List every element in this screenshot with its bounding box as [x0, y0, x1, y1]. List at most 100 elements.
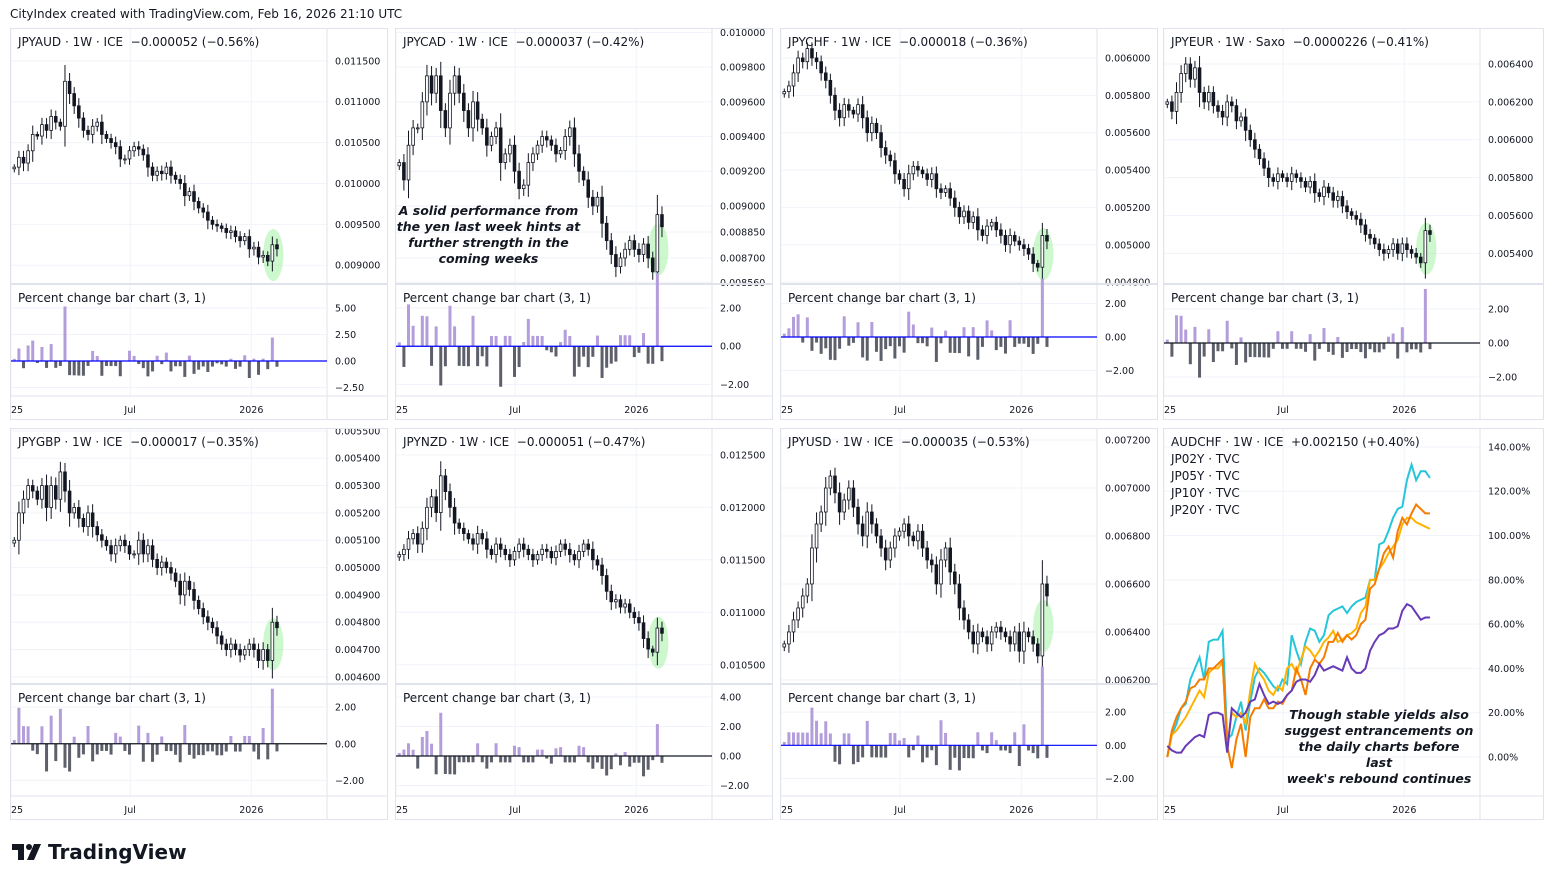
pct-bar-down: [1257, 342, 1261, 358]
candle-up: [814, 523, 819, 549]
candle-down: [591, 548, 595, 561]
pct-bar-up: [824, 721, 828, 746]
pct-bar-down: [466, 756, 470, 763]
pct-bar-up: [137, 725, 141, 744]
candle-up: [503, 153, 508, 163]
candle-up: [406, 144, 411, 181]
pct-bar-down: [999, 336, 1003, 347]
candle-up: [787, 85, 791, 92]
candle-down: [480, 118, 485, 129]
candle-up: [531, 153, 535, 163]
pct-bar-down: [137, 361, 141, 365]
candle-down: [641, 622, 646, 639]
pct-bar-down: [146, 361, 150, 377]
pct-bar-down: [916, 336, 920, 344]
pct-bar-down: [554, 346, 558, 357]
chart-panel-audchf-yields[interactable]: AUDCHF · 1W · ICE +0.002150 (+0.40%) JP0…: [1163, 428, 1544, 820]
pct-bar-up: [261, 358, 265, 361]
pct-bar-up: [420, 315, 424, 347]
candle-down: [104, 134, 109, 139]
price-axis-label: 0.006800: [1105, 531, 1150, 542]
candle-up: [1423, 230, 1428, 264]
pct-bar-up: [796, 314, 800, 337]
chart-panel-jpyusd[interactable]: JPYUSD · 1W · ICE −0.000035 (−0.53%) Per…: [780, 428, 1158, 820]
pct-bar-down: [563, 756, 567, 763]
pct-bar-down: [888, 336, 892, 347]
candle-down: [1003, 235, 1008, 246]
price-axis-label: 0.006200: [1488, 97, 1533, 108]
pct-bar-up: [902, 738, 906, 746]
candle-down: [860, 523, 865, 537]
pct-bar-down: [109, 743, 113, 755]
candle-down: [554, 144, 558, 155]
candle-down: [544, 548, 549, 552]
pct-bar-up: [17, 707, 21, 744]
price-axis-label: 0.009000: [720, 201, 765, 212]
pct-bar-down: [58, 361, 62, 366]
time-axis-label: 2025: [11, 805, 23, 816]
chart-panel-jpynzd[interactable]: JPYNZD · 1W · ICE −0.000051 (−0.47%) Per…: [395, 428, 773, 820]
pct-bar-down: [884, 745, 888, 758]
pct-bar-down: [1350, 342, 1354, 350]
candle-down: [549, 139, 554, 146]
pct-bar-up: [411, 749, 415, 757]
candle-down: [457, 75, 461, 94]
tradingview-logo[interactable]: TradingView: [12, 840, 187, 864]
candle-down: [929, 559, 934, 566]
pct-bar-down: [499, 346, 503, 387]
chart-panel-jpygbp[interactable]: JPYGBP · 1W · ICE −0.000017 (−0.35%) Per…: [10, 428, 388, 820]
pct-bar-up: [160, 736, 164, 744]
chart-panel-jpycad[interactable]: JPYCAD · 1W · ICE −0.000037 (−0.42%) Per…: [395, 28, 773, 420]
pct-bar-down: [275, 361, 279, 367]
candle-down: [438, 75, 443, 111]
pct-bar-down: [1022, 336, 1026, 344]
candle-up: [655, 214, 660, 273]
candle-down: [67, 490, 72, 514]
candle-up: [429, 496, 434, 508]
pct-bar-up: [40, 346, 44, 361]
chart-panel-jpyeur[interactable]: JPYEUR · 1W · Saxo −0.0000226 (−0.41%) P…: [1163, 28, 1544, 420]
candle-up: [187, 191, 192, 197]
candle-up: [962, 210, 966, 218]
pct-bar-up: [270, 688, 274, 744]
pct-bar-down: [953, 336, 957, 353]
candle-down: [637, 617, 641, 624]
candle-down: [999, 626, 1003, 633]
pct-bar-up: [439, 712, 443, 757]
candle-down: [572, 554, 577, 561]
pct-bar-down: [104, 743, 108, 751]
pct-bar-down: [1359, 342, 1363, 353]
chart-panel-jpyaud[interactable]: JPYAUD · 1W · ICE −0.000052 (−0.56%) Per…: [10, 28, 388, 420]
candle-down: [1003, 631, 1008, 638]
candle-down: [196, 201, 201, 209]
pct-bar-down: [934, 745, 938, 766]
pct-bar-up: [243, 735, 247, 744]
candle-down: [957, 583, 962, 609]
candle-up: [438, 475, 443, 513]
candle-up: [90, 125, 95, 135]
indicator-legend: Percent change bar chart (3, 1): [1171, 291, 1359, 305]
chart-panel-jpychf[interactable]: JPYCHF · 1W · ICE −0.000018 (−0.36%) Per…: [780, 28, 1158, 420]
candle-up: [870, 122, 874, 134]
pct-bar-down: [838, 336, 842, 349]
pct-bar-up: [1040, 666, 1044, 746]
indicator-legend: Percent change bar chart (3, 1): [18, 291, 206, 305]
series-line-jp10y: [1166, 502, 1430, 769]
candle-down: [1197, 67, 1202, 93]
candle-up: [847, 487, 851, 501]
candle-down: [1035, 643, 1040, 657]
candle-down: [883, 547, 888, 561]
time-axis-label: 2026: [624, 805, 648, 816]
candle-up: [26, 485, 30, 500]
candle-up: [21, 498, 26, 514]
pct-bar-down: [549, 346, 553, 353]
pct-bar-down: [257, 361, 261, 375]
candle-down: [851, 487, 856, 508]
candle-up: [554, 551, 558, 559]
candle-up: [526, 162, 531, 186]
pct-bar-up: [476, 743, 480, 757]
candle-down: [609, 590, 614, 603]
pct-bar-up: [628, 335, 632, 347]
candle-up: [411, 127, 415, 146]
indicator-axis-label: 2.00: [1105, 299, 1126, 310]
